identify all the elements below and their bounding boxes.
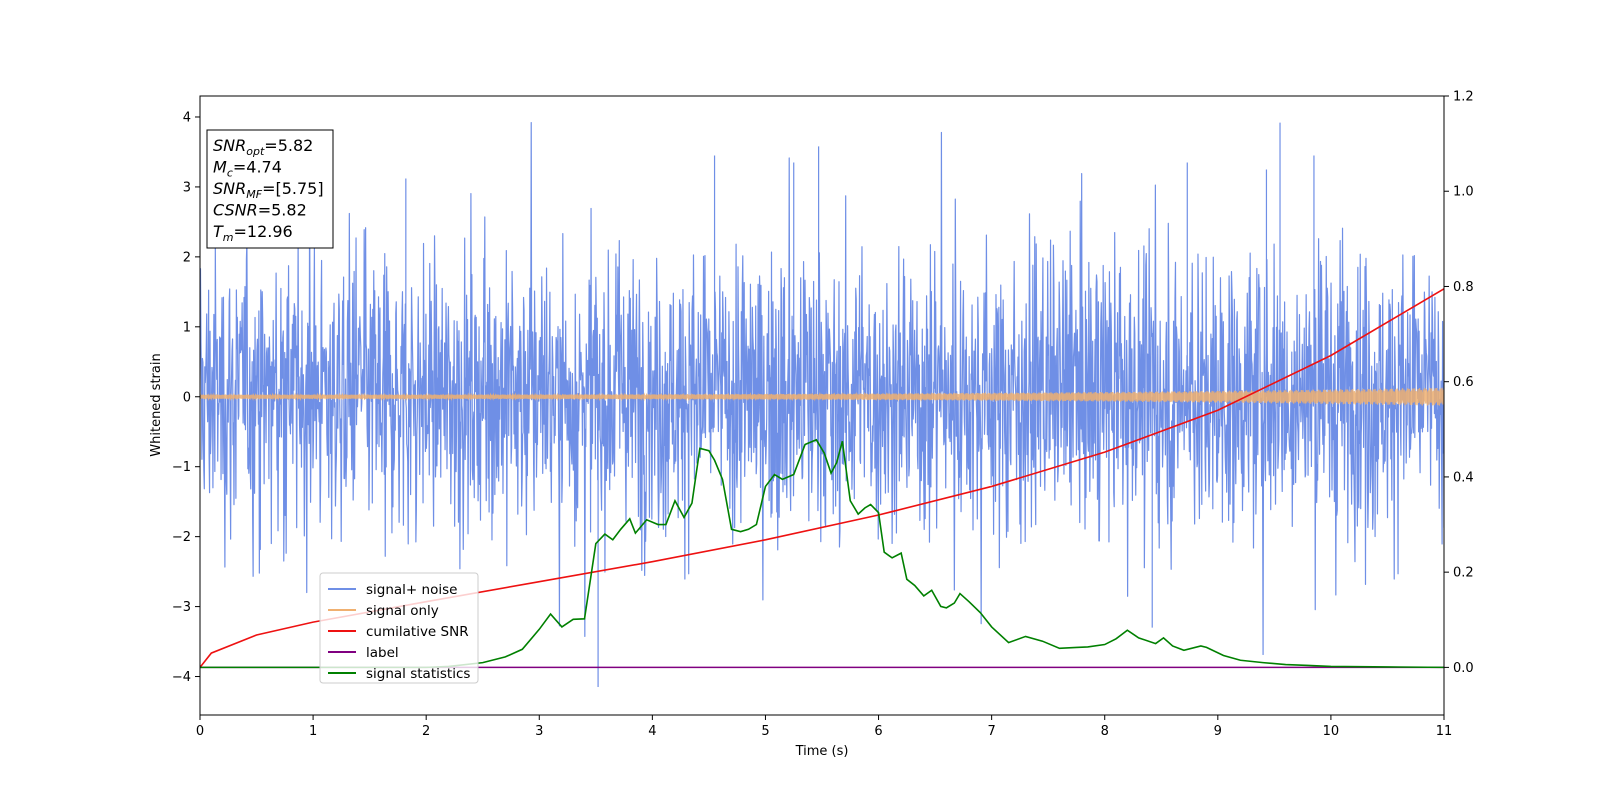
info-box-frame [206, 129, 334, 249]
y2-tick-label: 0.0 [1453, 661, 1474, 676]
x-tick-label: 6 [874, 724, 882, 739]
plot-frame [199, 95, 1445, 716]
x-tick-label: 4 [648, 724, 656, 739]
info-box-subscript: c [227, 167, 233, 180]
y-tick-label: 1 [183, 320, 191, 335]
info-box-line: Mc=4.74 [213, 158, 282, 180]
y2-tick-label: 1.0 [1453, 185, 1474, 200]
y-axis-left: −4 −3 −2 −1 0 1 2 3 4 [172, 110, 200, 685]
series-signal-statistics [200, 438, 1444, 669]
y2-tick-label: 0.4 [1453, 470, 1474, 485]
info-box-symbol: M [213, 158, 227, 177]
legend-frame [319, 572, 479, 684]
y-tick-label: −1 [172, 460, 191, 475]
info-box-value: =[5.75] [262, 179, 324, 198]
x-tick-label: 0 [196, 724, 204, 739]
info-box-line: SNRopt=5.82 [213, 136, 313, 158]
x-axis-label: Time (s) [795, 744, 849, 759]
y2-tick-label: 0.6 [1453, 375, 1474, 390]
x-tick-label: 11 [1436, 724, 1453, 739]
y-tick-label: 3 [183, 180, 191, 195]
x-tick-label: 8 [1101, 724, 1109, 739]
y-tick-label: −2 [172, 530, 191, 545]
y2-tick-label: 0.8 [1453, 280, 1474, 295]
info-box-value: =5.82 [264, 136, 313, 155]
info-box-subscript: m [223, 231, 234, 244]
y-axis-right: 0.0 0.2 0.4 0.6 0.8 1.0 1.2 [1444, 90, 1474, 676]
x-tick-label: 9 [1214, 724, 1222, 739]
info-box-value: =12.96 [234, 222, 293, 241]
legend-label: label [366, 645, 399, 661]
x-tick-label: 5 [761, 724, 769, 739]
y-axis-label: Whitened strain [149, 353, 164, 456]
info-box-symbol: SNR [213, 136, 246, 155]
x-tick-label: 1 [309, 724, 317, 739]
x-tick-label: 7 [987, 724, 995, 739]
y-tick-label: −4 [172, 670, 191, 685]
legend-label: cumilative SNR [366, 624, 469, 640]
y-tick-label: 4 [183, 110, 191, 125]
info-box-symbol: CSNR [213, 201, 258, 220]
info-box-subscript: opt [246, 145, 265, 158]
legend: signal+ noise signal only cumilative SNR la… [319, 572, 479, 684]
info-box-line: Tm=12.96 [213, 222, 293, 244]
y2-tick-label: 0.2 [1453, 566, 1474, 581]
series-signal-only [200, 387, 1444, 406]
legend-label: signal statistics [366, 666, 470, 682]
info-box-line: CSNR=5.82 [213, 201, 307, 220]
info-box-symbol: T [213, 222, 224, 241]
info-box-subscript: MF [246, 188, 262, 201]
legend-label: signal only [366, 603, 439, 619]
legend-label: signal+ noise [366, 582, 457, 598]
series-cumilative-snr [200, 288, 1444, 668]
x-tick-label: 3 [535, 724, 543, 739]
x-tick-label: 10 [1323, 724, 1340, 739]
y-tick-label: 0 [183, 390, 191, 405]
y2-tick-label: 1.2 [1453, 90, 1474, 105]
y-tick-label: 2 [183, 250, 191, 265]
info-box-line: SNRMF=[5.75] [213, 179, 324, 201]
signal-only-layer [200, 387, 1444, 406]
x-axis: 0 1 2 3 4 5 6 7 8 9 10 11 [196, 715, 1452, 739]
info-box: SNRopt=5.82Mc=4.74SNRMF=[5.75]CSNR=5.82T… [206, 129, 334, 249]
y-tick-label: −3 [172, 600, 191, 615]
info-box-symbol: SNR [213, 179, 246, 198]
plot-area [200, 121, 1444, 688]
info-box-value: =4.74 [233, 158, 282, 177]
info-box-value: =5.82 [258, 201, 307, 220]
x-tick-label: 2 [422, 724, 430, 739]
